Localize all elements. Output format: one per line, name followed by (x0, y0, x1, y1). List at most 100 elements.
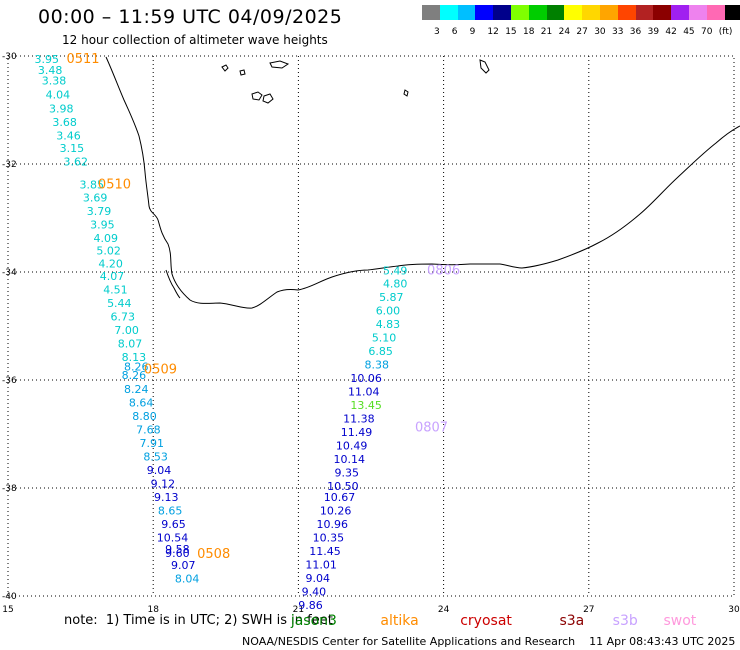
wave-height-value: 3.85 (79, 178, 104, 191)
satellite-legend-item: altika (380, 613, 419, 629)
wave-height-value: 9.04 (306, 572, 331, 585)
wave-height-value: 9.58 (165, 543, 190, 556)
scale-label: 9 (469, 27, 476, 37)
wave-height-value: 11.38 (343, 413, 375, 426)
scale-swatch (582, 5, 600, 20)
scale-swatch (724, 5, 740, 20)
lon-tick-label: 24 (438, 605, 450, 615)
scale-swatch (635, 5, 654, 20)
lon-tick-label: 15 (2, 605, 13, 615)
wave-height-value: 3.68 (52, 116, 77, 129)
lat-tick-label: -36 (2, 376, 17, 386)
pass-time-label: 0807 (415, 420, 448, 435)
wave-height-value: 9.04 (147, 464, 172, 477)
lat-tick-label: -38 (2, 484, 17, 494)
lat-tick-label: -34 (2, 268, 17, 278)
scale-label: 3 (434, 27, 440, 37)
wave-height-value: 8.13 (122, 351, 147, 364)
wave-height-value: 8.64 (129, 396, 154, 409)
satellite-legend-item: jason3 (290, 613, 337, 629)
axis-tick-labels: 15 18 21 24 27 30 -30 -32 -34 -36 -38 -40 (2, 52, 740, 615)
wave-height-value: 13.45 (350, 399, 382, 412)
wave-height-value: 9.65 (161, 518, 186, 531)
wave-height-value: 9.07 (171, 559, 196, 572)
pass-time-label: 0806 (427, 264, 460, 279)
scale-swatch (653, 5, 672, 20)
wave-height-value: 11.49 (341, 426, 373, 439)
pass-time-label: 0511 (66, 52, 99, 67)
lon-tick-label: 30 (728, 605, 740, 615)
scale-label: 36 (629, 27, 642, 37)
scale-swatch (617, 5, 636, 20)
scale-label: 12 (487, 27, 499, 37)
wave-height-value: 4.20 (98, 258, 123, 271)
wave-height-value: 3.79 (87, 205, 112, 218)
west-coast-line (105, 56, 740, 309)
island-1 (221, 64, 229, 72)
wave-height-value: 11.45 (309, 545, 341, 558)
wave-height-value: 9.35 (335, 467, 360, 480)
wave-height-value: 11.04 (348, 386, 380, 399)
wave-height-value: 4.80 (383, 278, 408, 291)
wave-height-value: 3.95 (34, 53, 59, 66)
pass-time-label: 0508 (197, 547, 230, 562)
lon-tick-label: 27 (583, 605, 594, 615)
wave-height-value: 3.15 (60, 142, 85, 155)
island-2 (239, 69, 246, 76)
lat-tick-label: -30 (2, 52, 17, 62)
satellite-legend-item: swot (663, 613, 697, 629)
wave-height-value: 8.26 (124, 360, 149, 373)
wave-height-value: 5.10 (372, 332, 397, 345)
wave-height-value: 3.62 (64, 156, 89, 169)
satellite-legend-item: s3a (559, 613, 585, 629)
scale-swatch (457, 5, 476, 20)
scale-label: 70 (701, 27, 713, 37)
scale-label: 24 (558, 27, 571, 37)
scale-label: (ft) (718, 27, 733, 37)
island-3 (251, 91, 263, 101)
wave-height-value: 10.35 (313, 531, 345, 544)
scale-label: 6 (451, 27, 458, 37)
wave-height-value: 5.49 (383, 265, 408, 278)
scale-swatch (706, 5, 725, 20)
scale-swatch (493, 5, 511, 20)
wave-height-value: 6.73 (110, 311, 135, 324)
pass-labels: 0511 0510 0509 0508 0806 0807 (66, 52, 460, 562)
lon-tick-label: 21 (293, 605, 304, 615)
wave-height-value: 8.80 (132, 410, 157, 423)
wave-height-value: 6.85 (368, 345, 393, 358)
island-6 (479, 59, 490, 74)
wave-height-value: 3.69 (83, 191, 108, 204)
scale-swatch (599, 5, 618, 20)
lat-tick-label: -40 (2, 592, 17, 602)
satellite-legend-item: s3b (612, 613, 638, 629)
wave-height-value: 3.48 (38, 64, 63, 77)
scale-swatch (688, 5, 707, 20)
scale-label: 39 (647, 27, 660, 37)
wave-height-value: 5.02 (96, 245, 121, 258)
wave-height-value: 8.24 (124, 383, 149, 396)
island-5 (269, 60, 290, 69)
wave-height-value: 10.06 (350, 372, 382, 385)
wave-height-value: 4.04 (46, 89, 71, 102)
scale-label: 33 (612, 27, 624, 37)
wave-height-value: 3.98 (49, 103, 74, 116)
scale-label: 30 (594, 27, 606, 37)
lon-tick-label: 18 (147, 605, 159, 615)
lat-lon-grid (7, 55, 735, 597)
wave-height-value: 7.68 (136, 423, 161, 436)
satellite-legend-item: cryosat (460, 613, 512, 629)
island-4 (262, 93, 274, 104)
wave-height-value: 4.51 (103, 284, 128, 297)
wave-height-value: 10.50 (327, 480, 359, 493)
wave-height-value: 4.07 (100, 270, 125, 283)
wave-height-value: 4.83 (376, 318, 401, 331)
lat-tick-label: -32 (2, 160, 17, 170)
scale-swatch (671, 5, 689, 20)
scale-label: 27 (576, 27, 588, 37)
wave-height-value: 9.60 (165, 547, 190, 560)
scale-label: 18 (523, 27, 535, 37)
credit-line: NOAA/NESDIS Center for Satellite Applica… (242, 635, 736, 648)
map-subtitle: 12 hour collection of altimeter wave hei… (62, 33, 328, 47)
scale-label: 42 (665, 27, 677, 37)
